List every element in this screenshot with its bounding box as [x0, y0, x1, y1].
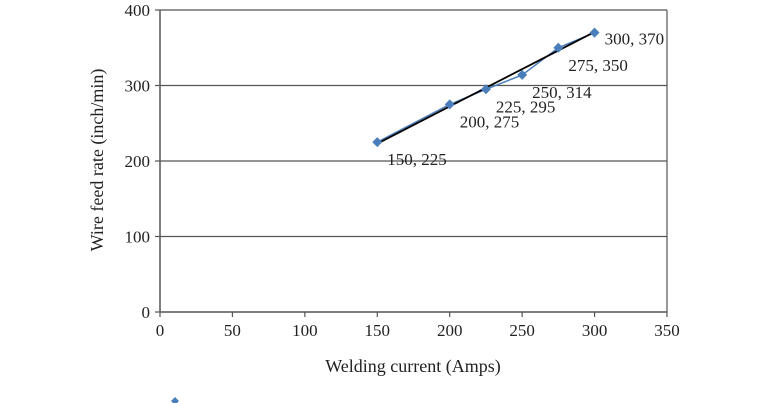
data-label: 250, 314 — [532, 83, 592, 102]
data-point — [444, 99, 455, 110]
data-point — [517, 69, 528, 80]
y-axis-title: Wire feed rate (inch/min) — [87, 69, 108, 252]
legend-marker — [171, 397, 179, 403]
x-tick-label: 50 — [224, 321, 241, 340]
x-tick-label: 0 — [156, 321, 165, 340]
x-tick-label: 250 — [509, 321, 535, 340]
x-tick-label: 200 — [437, 321, 463, 340]
axes — [155, 9, 668, 317]
x-tick-label: 300 — [582, 321, 608, 340]
x-tick-label: 350 — [654, 321, 680, 340]
data-label: 300, 370 — [605, 30, 665, 49]
x-tick-label: 150 — [365, 321, 391, 340]
data-label: 150, 225 — [387, 150, 447, 169]
data-point — [589, 27, 600, 38]
series-line — [376, 31, 595, 143]
x-axis-title: Welding current (Amps) — [325, 356, 501, 377]
grid — [160, 9, 667, 238]
y-tick-label: 400 — [125, 1, 151, 20]
data-label: 275, 350 — [568, 56, 628, 75]
data-label: 200, 275 — [460, 112, 520, 131]
data-point — [553, 42, 564, 53]
y-tick-label: 0 — [142, 303, 151, 322]
x-tick-label: 100 — [292, 321, 318, 340]
y-tick-label: 300 — [125, 77, 151, 96]
data-point — [480, 84, 491, 95]
tick-labels: 0 100 200 300 400 0 50 100 150 200 250 300 350 — [125, 1, 680, 340]
y-tick-label: 100 — [125, 228, 151, 247]
data-point — [372, 137, 383, 148]
y-tick-label: 200 — [125, 152, 151, 171]
data-label: 225, 295 — [496, 97, 556, 116]
